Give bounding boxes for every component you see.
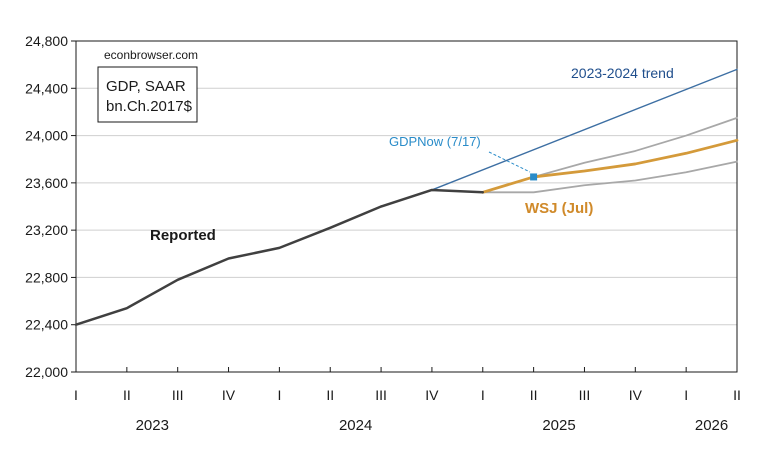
- series-line-trend: [431, 68, 738, 191]
- legend-box-line-2: bn.Ch.2017$: [106, 98, 193, 115]
- y-tick-label: 22,400: [25, 317, 68, 333]
- y-tick-label: 23,600: [25, 175, 68, 191]
- y-tick-label: 23,200: [25, 222, 68, 238]
- x-year-label: 2025: [542, 417, 575, 434]
- gdpnow-marker: [530, 173, 538, 181]
- markers: [530, 173, 538, 181]
- legend-box-line-1: GDP, SAAR: [106, 78, 186, 95]
- series-lines: [74, 68, 739, 326]
- x-quarter-label: III: [579, 387, 591, 403]
- series-line-wsj-lower: [481, 160, 738, 194]
- series-line-wsj: [481, 138, 739, 194]
- x-quarter-label: III: [172, 387, 184, 403]
- x-quarter-label: II: [326, 387, 334, 403]
- source-label: econbrowser.com: [104, 48, 198, 62]
- gdpnow-leader-line: [488, 151, 531, 173]
- wsj-series-label: WSJ (Jul): [525, 200, 593, 217]
- x-quarter-label: I: [684, 387, 688, 403]
- x-quarter-label: IV: [629, 387, 643, 403]
- x-quarter-label: IV: [222, 387, 236, 403]
- x-quarter-label: II: [123, 387, 131, 403]
- y-tick-label: 24,000: [25, 128, 68, 144]
- grid-lines: [76, 87, 737, 326]
- y-tick-label: 24,400: [25, 80, 68, 96]
- x-quarter-label: IV: [425, 387, 439, 403]
- gdpnow-label: GDPNow (7/17): [389, 134, 481, 149]
- axes: 22,000 22,400 22,800 23,200 23,600 24,000 24,4…: [25, 33, 741, 434]
- x-quarter-label: I: [277, 387, 281, 403]
- legend-box: GDP, SAAR bn.Ch.2017$: [97, 66, 198, 123]
- x-quarter-label: II: [530, 387, 538, 403]
- x-quarter-label: I: [481, 387, 485, 403]
- y-tick-label: 24,800: [25, 33, 68, 49]
- reported-series-label: Reported: [150, 227, 216, 244]
- plot-frame: [75, 40, 738, 373]
- x-quarter-label: II: [733, 387, 741, 403]
- x-year-label: 2023: [136, 417, 169, 434]
- trend-series-label: 2023-2024 trend: [571, 65, 674, 81]
- x-quarter-label: III: [375, 387, 387, 403]
- series-line-reported: [74, 188, 485, 326]
- x-year-label: 2024: [339, 417, 372, 434]
- y-tick-label: 22,800: [25, 269, 68, 285]
- x-quarter-label: I: [74, 387, 78, 403]
- x-year-label: 2026: [695, 417, 728, 434]
- y-tick-label: 22,000: [25, 364, 68, 380]
